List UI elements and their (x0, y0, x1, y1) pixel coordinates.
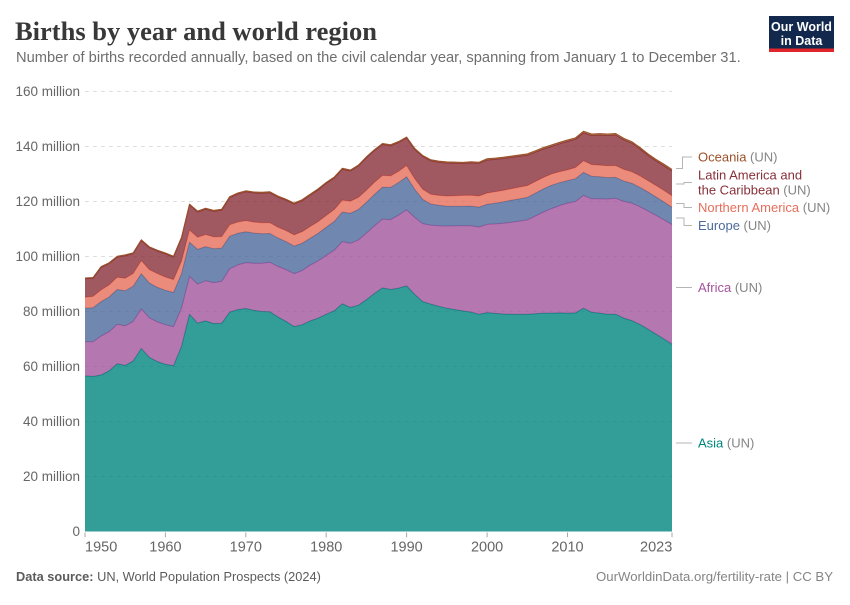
svg-text:160 million: 160 million (15, 84, 80, 99)
svg-text:Latin America and: Latin America and (698, 168, 802, 183)
svg-text:1970: 1970 (230, 539, 262, 555)
svg-text:OurWorldinData.org/fertility-r: OurWorldinData.org/fertility-rate | CC B… (596, 569, 833, 584)
svg-text:120 million: 120 million (15, 194, 80, 209)
svg-text:Africa (UN): Africa (UN) (698, 280, 762, 295)
svg-text:40 million: 40 million (23, 414, 80, 429)
svg-text:80 million: 80 million (23, 304, 80, 319)
svg-text:Europe (UN): Europe (UN) (698, 218, 771, 233)
svg-text:0: 0 (72, 524, 80, 539)
svg-text:1990: 1990 (390, 539, 422, 555)
svg-text:20 million: 20 million (23, 469, 80, 484)
svg-text:1960: 1960 (149, 539, 181, 555)
svg-text:2023: 2023 (640, 539, 672, 555)
svg-text:100 million: 100 million (15, 249, 80, 264)
svg-text:2010: 2010 (551, 539, 583, 555)
svg-text:Our World: Our World (771, 20, 832, 34)
svg-text:1950: 1950 (85, 539, 117, 555)
svg-text:60 million: 60 million (23, 359, 80, 374)
svg-text:140 million: 140 million (15, 139, 80, 154)
svg-text:in Data: in Data (781, 34, 824, 48)
svg-text:2000: 2000 (471, 539, 503, 555)
svg-text:Asia (UN): Asia (UN) (698, 436, 754, 451)
svg-text:1980: 1980 (310, 539, 342, 555)
svg-text:the Caribbean (UN): the Caribbean (UN) (698, 183, 811, 198)
svg-text:Number of births recorded annu: Number of births recorded annually, base… (16, 50, 741, 66)
svg-text:Births by year and world regio: Births by year and world region (15, 16, 377, 46)
svg-text:Oceania (UN): Oceania (UN) (698, 150, 777, 165)
svg-text:Data source: UN, World Populat: Data source: UN, World Population Prospe… (16, 569, 321, 584)
svg-text:Northern America (UN): Northern America (UN) (698, 200, 830, 215)
